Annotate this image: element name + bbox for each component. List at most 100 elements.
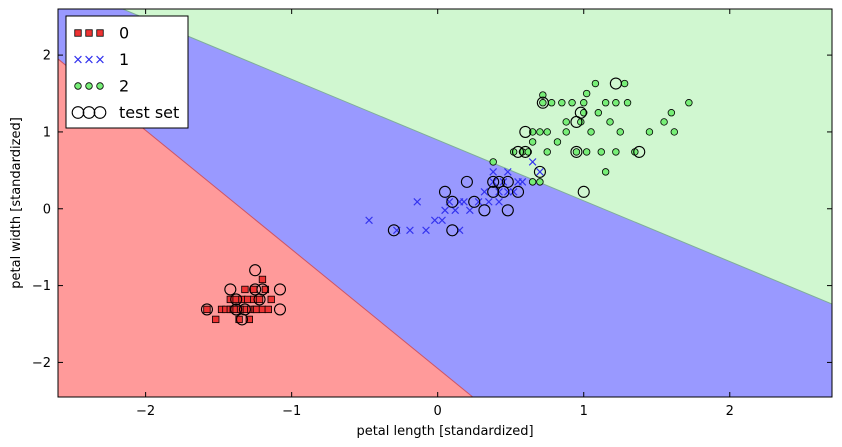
test-point xyxy=(487,185,500,198)
legend-marker xyxy=(85,29,93,37)
test-point xyxy=(230,293,243,306)
y-tick-label: 1 xyxy=(43,125,51,140)
data-point-class-0 xyxy=(203,305,211,314)
x-tick-label: 0 xyxy=(434,404,442,419)
test-point xyxy=(511,145,525,158)
data-point-class-1 xyxy=(499,178,508,186)
axis-ticks: −2 −1 0 1 2 −2 −1 0 1 2 xyxy=(32,9,832,419)
legend-marker xyxy=(82,106,96,119)
test-point xyxy=(633,145,646,158)
test-point xyxy=(533,165,546,178)
test-point xyxy=(519,125,532,138)
test-point xyxy=(387,224,400,237)
x-tick-label: 2 xyxy=(726,404,734,419)
data-point-class-0 xyxy=(267,295,275,304)
data-point-class-2 xyxy=(612,148,620,156)
data-point-class-2 xyxy=(670,128,678,136)
legend-entry-test-set: test set xyxy=(71,103,179,122)
data-point-class-2 xyxy=(645,128,654,136)
legend-marker xyxy=(74,29,82,37)
data-point-class-2 xyxy=(580,99,588,107)
data-point-class-0 xyxy=(261,285,270,294)
test-point xyxy=(230,303,243,316)
data-point-class-1 xyxy=(536,168,544,176)
data-point-class-2 xyxy=(568,99,576,107)
data-point-class-1 xyxy=(441,206,449,215)
plot-frame xyxy=(57,8,833,398)
test-point xyxy=(446,195,459,208)
test-point xyxy=(536,96,549,109)
data-point-class-2 xyxy=(591,79,600,88)
data-point-class-1 xyxy=(503,188,512,196)
test-point xyxy=(468,195,481,208)
data-point-class-1 xyxy=(460,198,468,206)
legend-marker xyxy=(96,55,104,64)
data-point-class-2 xyxy=(489,158,497,166)
data-point-class-0 xyxy=(264,305,272,314)
data-points xyxy=(200,77,693,326)
test-point xyxy=(487,175,500,188)
data-point-class-1 xyxy=(438,216,446,225)
data-point-class-2 xyxy=(558,99,566,107)
data-point-class-2 xyxy=(601,168,610,176)
x-tick-label: 1 xyxy=(580,404,588,419)
data-point-class-0 xyxy=(245,315,253,324)
data-point-class-0 xyxy=(255,295,264,304)
data-point-class-1 xyxy=(406,226,414,235)
data-point-class-2 xyxy=(543,148,551,156)
data-point-class-0 xyxy=(258,275,267,284)
y-tick-label: 2 xyxy=(43,49,51,64)
x-axis-label: petal length [standardized] xyxy=(356,424,533,439)
series-test-set xyxy=(200,77,646,326)
data-point-class-0 xyxy=(212,315,220,324)
data-point-class-1 xyxy=(503,168,512,176)
test-point xyxy=(249,264,262,277)
data-point-class-1 xyxy=(509,188,518,196)
legend-entry-2: 2 xyxy=(74,77,129,96)
data-point-class-2 xyxy=(562,128,570,136)
data-point-class-2 xyxy=(594,109,603,117)
test-point xyxy=(200,303,214,316)
test-point xyxy=(238,303,251,316)
data-point-class-2 xyxy=(524,148,532,156)
legend-marker xyxy=(96,82,104,90)
data-point-class-2 xyxy=(553,138,562,146)
data-point-class-2 xyxy=(528,138,537,146)
data-point-class-2 xyxy=(660,118,668,126)
data-point-class-2 xyxy=(562,118,570,126)
data-point-class-2 xyxy=(543,128,551,136)
legend-entry-0: 0 xyxy=(74,24,129,43)
data-point-class-2 xyxy=(580,109,588,117)
test-point xyxy=(574,106,587,119)
data-point-class-0 xyxy=(235,315,243,324)
x-tick-label: −1 xyxy=(282,404,301,419)
y-axis-label: petal width [standardized] xyxy=(9,117,24,289)
y-tick-label: −2 xyxy=(32,356,51,371)
test-point xyxy=(577,185,590,198)
data-point-class-1 xyxy=(528,158,537,166)
test-point xyxy=(273,283,287,296)
test-point xyxy=(492,175,506,188)
data-point-class-2 xyxy=(597,148,605,156)
data-point-class-1 xyxy=(451,206,460,215)
test-point xyxy=(460,175,473,188)
legend: 0 1 2 test set xyxy=(65,15,189,129)
y-tick-label: 0 xyxy=(43,202,51,217)
data-point-class-2 xyxy=(606,118,614,126)
test-point xyxy=(273,303,287,316)
data-point-class-1 xyxy=(430,216,439,225)
data-point-class-2 xyxy=(539,99,547,107)
legend-label: 0 xyxy=(119,24,129,43)
test-point xyxy=(519,145,532,158)
test-point xyxy=(256,283,269,296)
data-point-class-1 xyxy=(489,168,498,176)
test-point xyxy=(511,185,525,198)
test-point xyxy=(446,224,459,237)
legend-label: test set xyxy=(119,103,179,122)
region-class-0 xyxy=(58,58,473,397)
legend-marker xyxy=(85,55,93,64)
data-point-class-0 xyxy=(250,285,258,294)
test-point xyxy=(501,204,514,217)
data-point-class-1 xyxy=(365,216,373,225)
